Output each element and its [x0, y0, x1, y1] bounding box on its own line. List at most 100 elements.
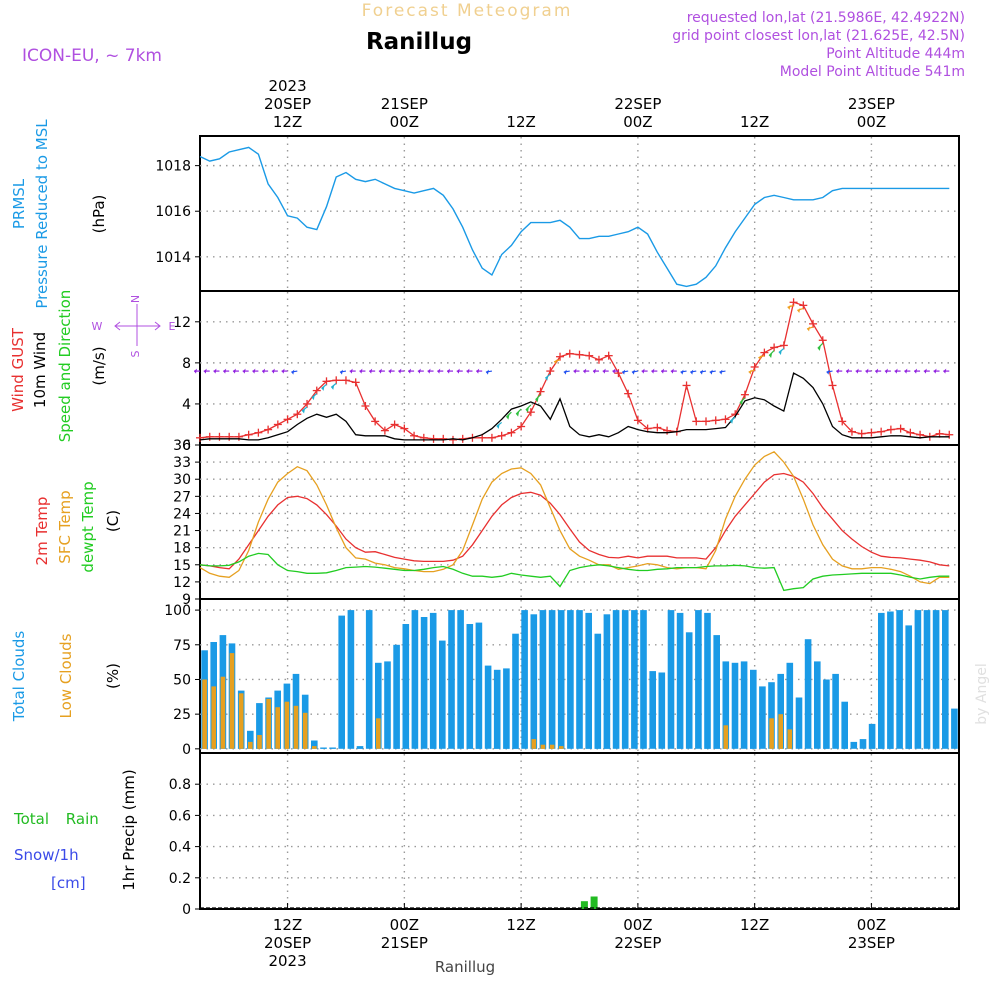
total-cloud-bar — [356, 746, 364, 749]
pressure-unit: (hPa) — [90, 195, 108, 234]
gust-marker — [322, 377, 331, 386]
total-cloud-bar — [439, 640, 446, 749]
gust-marker — [487, 433, 496, 442]
low-cloud-bar — [211, 686, 216, 749]
sfc-temp-label: SFC Temp — [56, 490, 74, 563]
wind-arrow-icon — [466, 368, 473, 374]
time-label-bottom: 20SEP — [264, 934, 311, 952]
wind10-label: 10m Wind — [31, 332, 49, 408]
low-cloud-bar — [229, 653, 235, 749]
grid-point-coords: grid point closest lon,lat (21.625E, 42.… — [672, 28, 965, 44]
model-altitude: Model Point Altitude 541m — [780, 64, 965, 80]
total-cloud-bar — [631, 610, 638, 749]
low-cloud-bar — [769, 718, 774, 749]
gust-marker — [225, 432, 234, 441]
wind-arrow-icon — [311, 393, 318, 401]
wind-arrow-icon — [291, 369, 298, 375]
wind-arrow-icon — [281, 368, 288, 374]
total-cloud-bar — [567, 610, 574, 749]
wind-arrow-icon — [583, 368, 590, 374]
gust-marker — [526, 408, 535, 417]
wind-arrow-icon — [515, 408, 522, 417]
time-label-bottom: 23SEP — [848, 934, 895, 952]
gust-marker — [215, 432, 224, 441]
low-cloud-bar — [284, 701, 290, 749]
gust-marker — [886, 425, 895, 434]
total-cloud-bar — [448, 610, 455, 749]
total-cloud-bar — [777, 673, 784, 749]
y-tick-label: 9 — [182, 592, 191, 608]
low-cloud-bar — [202, 679, 207, 749]
gust-marker — [312, 386, 321, 395]
time-label-top: 00Z — [623, 113, 652, 131]
total-cloud-bar — [878, 612, 885, 749]
wind-arrow-icon — [875, 368, 882, 374]
wind-arrow-icon — [729, 416, 736, 424]
total-cloud-bar — [942, 610, 949, 749]
total-cloud-bar — [512, 633, 519, 749]
gust-marker — [303, 399, 312, 408]
y-tick-label: 1018 — [155, 159, 191, 175]
y-tick-label: 30 — [173, 472, 191, 488]
gust-marker — [449, 435, 457, 444]
total-cloud-bar — [557, 610, 565, 749]
gust-marker — [760, 348, 769, 357]
gust-marker — [419, 433, 428, 442]
wind-arrow-icon — [592, 368, 599, 374]
y-tick-label: 1016 — [155, 204, 191, 220]
time-label-bottom: 21SEP — [381, 934, 428, 952]
gust-marker — [380, 426, 389, 435]
gust-marker — [585, 351, 594, 360]
wind-arrow-icon — [719, 369, 726, 375]
gust-marker — [604, 351, 613, 360]
wind-arrow-icon — [622, 369, 629, 375]
wind-arrow-icon — [699, 369, 707, 375]
total-cloud-bar — [859, 739, 867, 749]
wind-arrow-icon — [612, 368, 619, 374]
y-tick-label: 21 — [173, 524, 191, 540]
low-cloud-bar — [266, 698, 271, 749]
gust-marker — [702, 417, 710, 426]
gust-marker — [293, 410, 302, 419]
total-cloud-bar — [402, 624, 410, 749]
time-label-top: 12Z — [506, 113, 535, 131]
gust-marker — [341, 376, 350, 385]
total-cloud-bar — [768, 682, 775, 749]
wind-arrow-icon — [836, 368, 843, 374]
wind-arrow-icon — [817, 342, 824, 351]
temperature-line-dewpt-temp — [199, 552, 950, 592]
wind-arrow-icon — [904, 368, 911, 374]
gust-marker — [857, 429, 866, 438]
wind-arrow-icon — [797, 307, 804, 313]
total-cloud-bar — [411, 610, 419, 749]
wind-arrow-icon — [388, 368, 395, 374]
y-tick-label: 0.8 — [169, 777, 191, 793]
wind-arrow-icon — [194, 368, 200, 374]
pressure-line-prmsl — [199, 146, 950, 288]
clouds-ylabel: Total Clouds Low Clouds (%) — [10, 631, 122, 723]
wind-arrow-icon — [301, 406, 308, 414]
wind-compass: N S W E — [92, 295, 176, 358]
temperature-ylabel: 2m Temp SFC Temp dewpt Temp (C) — [33, 481, 122, 572]
wind-arrow-icon — [476, 368, 483, 374]
wind-arrow-icon — [602, 368, 609, 374]
temperature-unit: (C) — [104, 510, 122, 532]
total-cloud-bar — [658, 672, 666, 749]
y-tick-label: 0.6 — [169, 808, 191, 824]
y-tick-label: 0 — [182, 902, 191, 918]
y-tick-label: 33 — [173, 455, 191, 471]
total-cloud-bar — [375, 662, 382, 749]
total-cloud-bar — [795, 697, 803, 749]
time-label-top: 2023 — [268, 77, 306, 95]
wind-arrow-icon — [369, 368, 376, 374]
gust-marker — [809, 319, 818, 328]
wind-arrow-icon — [914, 368, 921, 374]
pressure-ylabel: PRMSL Pressure Reduced to MSL (hPa) — [10, 119, 108, 309]
prmsl-long-label: Pressure Reduced to MSL — [33, 119, 51, 309]
prmsl-label: PRMSL — [10, 178, 28, 229]
total-cloud-bar — [329, 747, 336, 749]
total-cloud-bar — [484, 665, 492, 749]
gust-marker — [332, 376, 341, 385]
gust-marker — [818, 336, 827, 345]
gust-marker — [721, 415, 730, 424]
